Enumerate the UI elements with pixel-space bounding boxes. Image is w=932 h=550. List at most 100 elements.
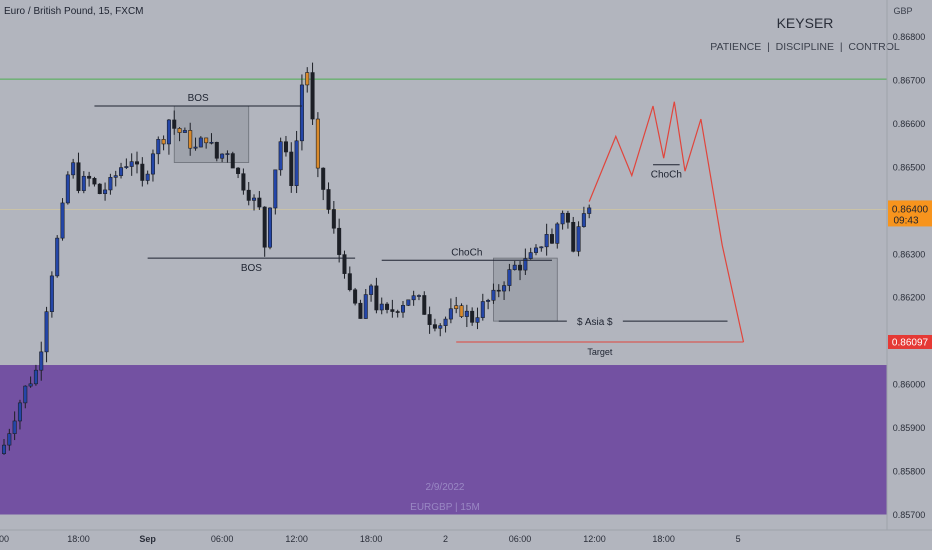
candle-body bbox=[347, 273, 352, 291]
candle-body bbox=[103, 189, 108, 194]
x-tick-label: 18:00 bbox=[360, 534, 383, 544]
candle-body bbox=[87, 175, 92, 179]
candle-body bbox=[353, 289, 358, 304]
candle-body bbox=[438, 325, 443, 329]
candle-body bbox=[587, 207, 592, 214]
y-tick-label: 0.85800 bbox=[893, 467, 926, 477]
x-tick-label: 5 bbox=[736, 534, 741, 544]
time-axis[interactable]: 00 18:00 Sep 06:00 12:00 18:00 2 06:00 12:00 18:0… bbox=[0, 534, 741, 544]
candle-body bbox=[140, 163, 145, 181]
candle-body bbox=[135, 161, 140, 165]
watermark-date: 2/9/2022 bbox=[426, 482, 465, 493]
candle-body bbox=[76, 162, 81, 191]
candle-body bbox=[236, 167, 241, 174]
annotation-label: ChoCh bbox=[651, 170, 682, 181]
candle-body bbox=[321, 167, 326, 190]
candle-body bbox=[480, 301, 485, 318]
candle-body bbox=[262, 206, 267, 248]
y-tick-label: 0.85900 bbox=[893, 423, 926, 433]
candle-body bbox=[289, 151, 294, 186]
candle-body bbox=[379, 303, 384, 311]
x-tick-label: Sep bbox=[139, 534, 156, 544]
candle-body bbox=[390, 309, 395, 312]
candle-body bbox=[119, 167, 124, 176]
watermark-symbol: EURGBP | 15M bbox=[410, 502, 480, 513]
candle-body bbox=[374, 285, 379, 311]
x-tick-label: 18:00 bbox=[67, 534, 90, 544]
candle-body bbox=[358, 302, 363, 319]
current-price-value: 0.86400 bbox=[892, 204, 929, 215]
candle-body bbox=[411, 295, 416, 301]
candle-body bbox=[214, 141, 219, 159]
candle-body bbox=[464, 310, 469, 317]
candle-body bbox=[283, 141, 288, 153]
candle-body bbox=[166, 119, 171, 145]
candle-body bbox=[315, 118, 320, 169]
candle-body bbox=[523, 258, 528, 271]
candle-body bbox=[544, 234, 549, 248]
candle-body bbox=[369, 285, 374, 295]
y-tick-label: 0.86800 bbox=[893, 32, 926, 42]
candle-body bbox=[108, 177, 113, 191]
candle-body bbox=[1, 444, 7, 454]
candle-body bbox=[177, 128, 182, 133]
x-tick-label: 00 bbox=[0, 534, 9, 544]
candle-body bbox=[124, 166, 129, 168]
symbol-title[interactable]: Euro / British Pound, 15, FXCM bbox=[4, 6, 144, 17]
candle-body bbox=[299, 84, 304, 142]
candle-body bbox=[475, 317, 480, 323]
brand-title: KEYSER bbox=[777, 15, 834, 31]
candle-body bbox=[581, 213, 586, 227]
candle-body bbox=[204, 137, 209, 144]
candle-body bbox=[400, 305, 405, 313]
candle-body bbox=[422, 295, 427, 315]
candle-body bbox=[257, 197, 262, 208]
x-tick-label: 06:00 bbox=[509, 534, 532, 544]
projection-path bbox=[588, 101, 745, 343]
annotations-layer: BOS BOS ChoCh ChoCh $ Asia $ Target bbox=[94, 93, 744, 357]
candle-body bbox=[129, 161, 134, 167]
y-tick-label: 0.86300 bbox=[893, 249, 926, 259]
candle-body bbox=[576, 226, 581, 252]
candle-body bbox=[7, 433, 12, 446]
candle-body bbox=[448, 308, 453, 320]
candle-body bbox=[459, 305, 464, 317]
candle-body bbox=[342, 254, 347, 274]
candle-body bbox=[267, 207, 272, 248]
candle-body bbox=[161, 139, 166, 145]
candle-body bbox=[416, 295, 421, 297]
candle-body bbox=[496, 289, 501, 292]
candle-body bbox=[220, 153, 225, 159]
candle-body bbox=[39, 351, 44, 371]
candle-body bbox=[470, 310, 475, 323]
candle-body bbox=[539, 246, 544, 249]
annotation-label: BOS bbox=[241, 263, 262, 274]
countdown-value: 09:43 bbox=[893, 215, 918, 226]
candle-body bbox=[241, 173, 246, 191]
candle-body bbox=[571, 221, 576, 252]
annotation-label: $ Asia $ bbox=[577, 317, 613, 328]
candle-body bbox=[565, 212, 570, 223]
candle-body bbox=[71, 162, 76, 176]
candle-body bbox=[65, 174, 70, 204]
candle-body bbox=[512, 264, 517, 270]
candle-body bbox=[198, 137, 203, 148]
candle-body bbox=[252, 197, 257, 201]
candle-body bbox=[92, 178, 97, 185]
candle-body bbox=[12, 420, 17, 434]
x-tick-label: 18:00 bbox=[652, 534, 675, 544]
candles-layer bbox=[1, 62, 592, 455]
y-tick-label: 0.86200 bbox=[893, 293, 926, 303]
candle-body bbox=[454, 305, 459, 310]
candle-body bbox=[385, 303, 390, 310]
candle-body bbox=[294, 140, 299, 186]
candle-body bbox=[273, 169, 278, 209]
candle-body bbox=[145, 173, 150, 181]
candle-body bbox=[182, 130, 187, 133]
annotation-label: BOS bbox=[188, 93, 209, 104]
annotation-label: ChoCh bbox=[451, 247, 482, 258]
candle-body bbox=[363, 294, 368, 319]
candle-body bbox=[432, 324, 437, 329]
candle-body bbox=[230, 153, 235, 169]
